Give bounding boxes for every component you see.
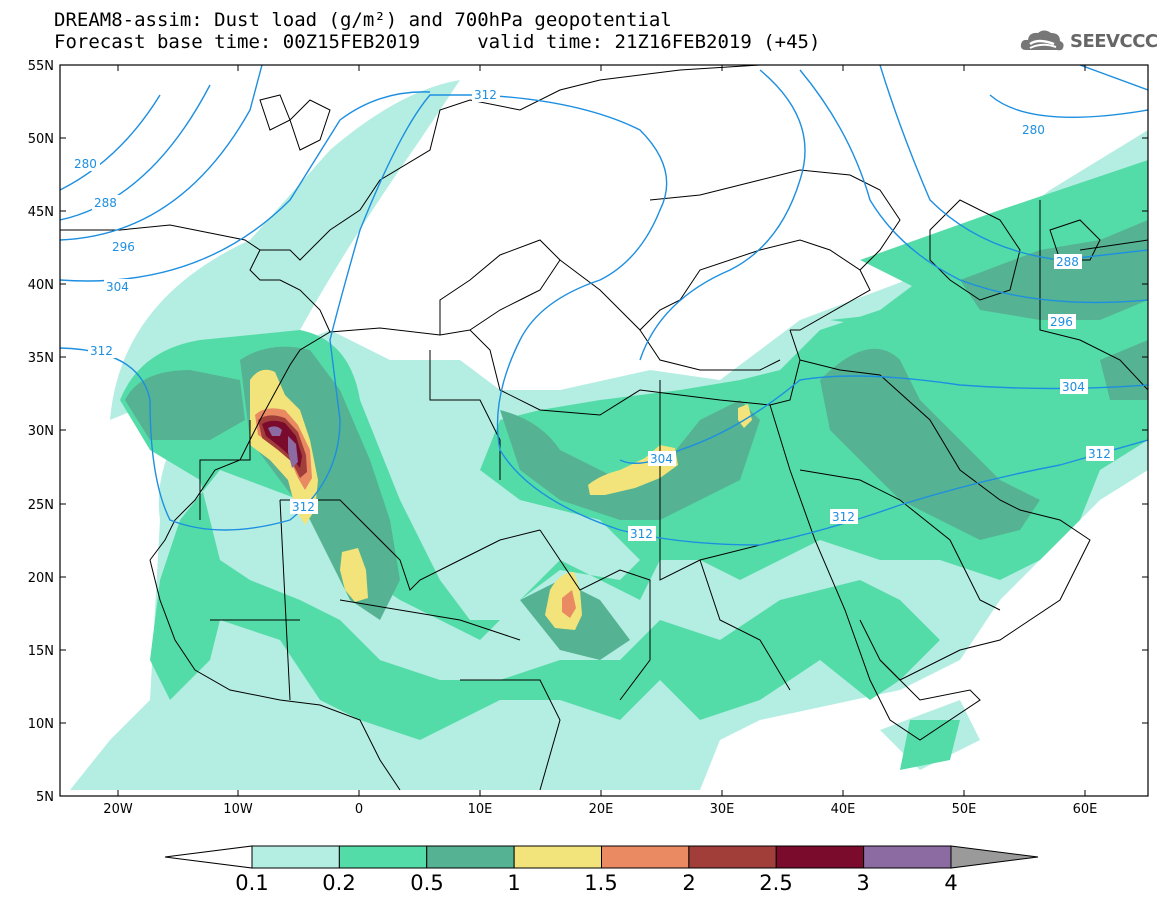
colorbar-swatch [426,845,515,869]
logo-text: SEEVCCC [1070,30,1158,52]
lon-label: 40E [831,802,856,817]
chart-title: DREAM8-assim: Dust load (g/m²) and 700hP… [54,9,672,31]
colorbar-swatch [688,845,777,869]
colorbar-labels: 0.1 0.2 0.5 1 1.5 2 2.5 3 4 [235,871,957,895]
contour-label: 312 [1088,447,1111,461]
colorbar-label: 1 [507,871,520,895]
lon-label: 20E [589,802,614,817]
lon-label: 60E [1073,802,1098,817]
axis-ticks [60,64,1148,797]
colorbar: 0.1 0.2 0.5 1 1.5 2 2.5 3 4 [164,845,1039,895]
lat-label: 10N [28,717,54,732]
lat-label: 40N [28,278,54,293]
contour-label: 280 [1022,123,1045,137]
colorbar-swatch [863,845,952,869]
colorbar-high-arrow [950,845,1039,869]
colorbar-label: 2 [682,871,695,895]
colorbar-swatch [775,845,865,869]
colorbar-swatch [338,845,428,869]
contour-labels: 280 288 296 304 312 312 312 304 312 280 … [72,87,1114,541]
longitude-labels: 20W 10W 0 10E 20E 30E 40E 50E 60E [103,802,1097,817]
lon-label: 20W [103,802,133,817]
colorbar-label: 4 [944,871,957,895]
lat-label: 20N [28,571,54,586]
contour-label: 312 [292,500,315,514]
lat-label: 5N [36,790,54,805]
contour-label: 288 [1056,255,1079,269]
seevccc-logo: SEEVCCC [1018,26,1158,56]
coastlines [60,65,1148,791]
colorbar-swatches [251,845,952,869]
forecast-times: Forecast base time: 00Z15FEB2019 valid t… [54,31,821,53]
colorbar-swatch [513,845,602,869]
contour-label: 312 [630,527,653,541]
contour-label: 288 [94,196,117,210]
latitude-labels: 55N 50N 45N 40N 35N 30N 25N 20N 15N 10N … [28,59,54,805]
lat-label: 35N [28,351,54,366]
contour-label: 312 [90,344,113,358]
colorbar-label: 0.1 [235,871,268,895]
colorbar-swatch [251,845,340,869]
colorbar-label: 3 [856,871,869,895]
lon-label: 50E [952,802,977,817]
colorbar-label: 1.5 [584,871,617,895]
contour-label: 296 [1050,315,1073,329]
colorbar-low-arrow [164,845,253,869]
lon-label: 10E [468,802,493,817]
dust-layer-3 [268,426,298,468]
colorbar-label: 2.5 [759,871,792,895]
contour-label: 312 [474,88,497,102]
contour-label: 280 [74,157,97,171]
contour-label: 304 [650,452,673,466]
colorbar-label: 0.5 [410,871,443,895]
lat-label: 50N [28,132,54,147]
contour-label: 304 [106,280,129,294]
colorbar-swatch [601,845,690,869]
lon-label: 30E [710,802,735,817]
colorbar-label: 0.2 [322,871,355,895]
lon-label: 0 [355,802,363,817]
contour-label: 312 [832,510,855,524]
lat-label: 30N [28,424,54,439]
lat-label: 25N [28,498,54,513]
contour-label: 296 [112,240,135,254]
contour-label: 304 [1062,380,1085,394]
geopotential-contours [60,65,1148,546]
lat-label: 45N [28,205,54,220]
dust-field: 280 288 296 304 312 312 312 304 312 280 … [60,65,1148,791]
lat-label: 15N [28,644,54,659]
lon-label: 10W [223,802,253,817]
cloud-icon [1020,30,1064,51]
lat-label: 55N [28,59,54,74]
